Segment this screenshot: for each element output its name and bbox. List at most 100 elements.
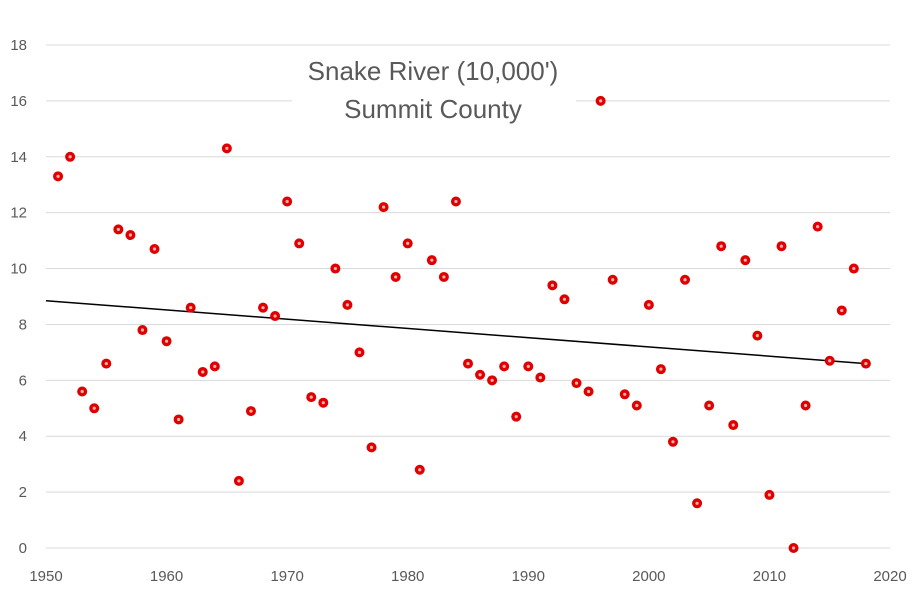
x-tick-label: 1980 bbox=[391, 568, 424, 585]
data-point bbox=[137, 325, 148, 336]
data-point-highlight bbox=[80, 389, 84, 394]
data-point bbox=[89, 403, 100, 414]
data-point bbox=[523, 361, 534, 372]
data-point-highlight bbox=[201, 370, 205, 374]
data-point bbox=[318, 397, 329, 408]
data-point-highlight bbox=[382, 205, 386, 209]
data-point-highlight bbox=[671, 440, 675, 444]
data-point-highlight bbox=[538, 375, 542, 380]
data-point bbox=[740, 255, 751, 266]
data-point-highlight bbox=[779, 244, 784, 248]
data-point-highlight bbox=[333, 266, 337, 271]
data-point-highlight bbox=[442, 275, 446, 279]
trendline bbox=[45, 299, 866, 365]
y-axis-tick-labels: 0 2 4 6 8 10 12 14 16 18 bbox=[10, 37, 27, 557]
data-point-highlight bbox=[394, 275, 398, 279]
data-point-highlight bbox=[695, 501, 699, 505]
data-point-highlight bbox=[707, 403, 711, 408]
data-point bbox=[270, 311, 281, 322]
data-point-highlight bbox=[478, 373, 482, 377]
data-point-highlight bbox=[719, 244, 723, 248]
data-point bbox=[161, 336, 172, 347]
data-point-highlight bbox=[345, 303, 350, 307]
data-point bbox=[125, 230, 136, 241]
data-point bbox=[583, 386, 594, 397]
y-tick-label: 12 bbox=[10, 205, 27, 222]
data-point bbox=[607, 274, 618, 285]
data-point bbox=[233, 475, 244, 486]
data-point-highlight bbox=[864, 361, 868, 366]
data-point-highlight bbox=[164, 339, 169, 343]
data-point-highlight bbox=[128, 233, 132, 237]
data-point-highlight bbox=[56, 174, 60, 178]
data-point-highlight bbox=[369, 445, 374, 449]
data-point-highlight bbox=[574, 381, 579, 385]
chart-title: Snake River (10,000') Summit County bbox=[292, 48, 576, 132]
data-point-highlight bbox=[743, 258, 747, 262]
y-tick-label: 18 bbox=[10, 37, 27, 54]
data-point bbox=[354, 347, 365, 358]
data-point bbox=[209, 361, 220, 372]
data-point bbox=[559, 294, 570, 305]
data-point bbox=[53, 171, 64, 182]
data-point-highlight bbox=[177, 417, 181, 422]
data-point bbox=[800, 400, 811, 411]
data-point bbox=[547, 280, 558, 291]
data-point bbox=[812, 221, 823, 232]
data-point-highlight bbox=[116, 227, 120, 232]
data-point-highlight bbox=[273, 314, 277, 318]
data-point-highlight bbox=[731, 423, 735, 427]
y-tick-label: 10 bbox=[10, 261, 27, 278]
x-axis-tick-labels: 1950 1960 1970 1980 1990 2000 2010 2020 bbox=[29, 568, 906, 585]
data-point bbox=[450, 196, 461, 207]
data-point-highlight bbox=[140, 328, 145, 332]
y-tick-label: 14 bbox=[10, 149, 27, 166]
data-point-highlight bbox=[550, 283, 555, 287]
trendline-group bbox=[45, 299, 866, 365]
data-point bbox=[475, 369, 486, 380]
data-point-highlight bbox=[104, 361, 108, 366]
data-point bbox=[716, 241, 727, 252]
data-point-highlight bbox=[418, 468, 422, 472]
data-point-highlight bbox=[68, 155, 72, 159]
data-point bbox=[571, 378, 582, 389]
data-point-highlight bbox=[237, 479, 241, 483]
data-point bbox=[378, 202, 389, 213]
chart-title-line-1: Snake River (10,000') bbox=[308, 56, 559, 86]
data-point bbox=[426, 255, 437, 266]
data-point bbox=[535, 372, 546, 383]
data-point-highlight bbox=[490, 378, 494, 382]
data-point-highlight bbox=[623, 392, 627, 396]
data-point bbox=[788, 543, 799, 553]
data-point bbox=[306, 392, 317, 403]
data-point bbox=[643, 299, 654, 310]
data-point bbox=[101, 358, 112, 369]
data-point bbox=[860, 358, 871, 369]
data-point bbox=[149, 243, 160, 254]
data-point bbox=[185, 302, 196, 313]
data-point bbox=[836, 305, 847, 316]
data-point-highlight bbox=[309, 395, 313, 399]
data-point bbox=[848, 263, 859, 274]
data-point bbox=[619, 389, 630, 400]
data-point bbox=[667, 436, 678, 447]
data-point bbox=[764, 489, 775, 500]
data-point-highlight bbox=[321, 401, 325, 405]
data-point bbox=[113, 224, 124, 235]
data-point bbox=[728, 420, 739, 431]
data-point-highlight bbox=[261, 306, 265, 310]
x-tick-label: 1960 bbox=[150, 568, 183, 585]
data-point bbox=[342, 299, 353, 310]
data-point-highlight bbox=[586, 389, 591, 394]
data-point bbox=[77, 386, 88, 397]
data-point-highlight bbox=[297, 241, 301, 246]
y-tick-label: 8 bbox=[19, 316, 27, 333]
data-point-highlight bbox=[285, 199, 289, 204]
data-point-highlight bbox=[357, 350, 362, 354]
data-point-highlight bbox=[514, 415, 518, 419]
data-point-highlight bbox=[755, 334, 759, 338]
data-point bbox=[463, 358, 473, 369]
data-point-highlight bbox=[249, 409, 253, 413]
data-point bbox=[221, 143, 232, 154]
